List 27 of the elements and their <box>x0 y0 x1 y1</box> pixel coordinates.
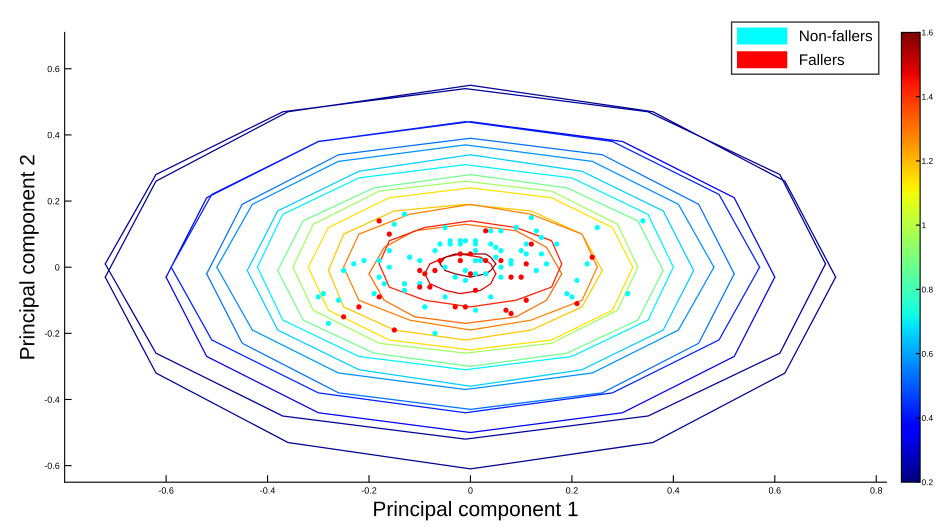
x-tick-label: -0.6 <box>158 487 174 494</box>
x-tick-label: 0.2 <box>566 487 578 494</box>
x-tick-label: 0.4 <box>667 487 680 494</box>
y-tick-label: 0.6 <box>48 66 60 72</box>
x-tick-label: -0.4 <box>260 487 276 494</box>
color-bar-label: 0.6 <box>922 350 933 357</box>
color-bar-label: 0.4 <box>922 415 933 421</box>
color-bar-label: 1.6 <box>922 30 933 36</box>
color-bar-label: 1.4 <box>922 94 933 100</box>
y-tick-label: 0 <box>55 264 60 271</box>
y-tick-label: 0.4 <box>48 132 60 138</box>
legend-label: Fallers <box>800 54 844 66</box>
color-bar-label: 0.8 <box>922 286 933 292</box>
y-axis-title: Principal component 2 <box>19 155 39 359</box>
x-tick-label: 0.8 <box>870 487 882 494</box>
y-tick-label: 0.2 <box>48 198 60 204</box>
color-bar-label: 0.2 <box>922 479 933 486</box>
x-tick-label: -0.2 <box>362 487 376 494</box>
color-bar-label: 1.2 <box>922 158 933 164</box>
y-tick-label: -0.4 <box>44 396 60 403</box>
x-axis-title: Principal component 1 <box>374 500 578 520</box>
x-tick-label: 0 <box>468 487 473 494</box>
y-tick-label: -0.2 <box>44 330 60 337</box>
y-tick-label: -0.6 <box>44 462 60 469</box>
legend-label: Non-fallers <box>800 30 872 42</box>
color-bar-label: 1 <box>922 222 926 228</box>
x-tick-label: 0.6 <box>768 487 781 494</box>
